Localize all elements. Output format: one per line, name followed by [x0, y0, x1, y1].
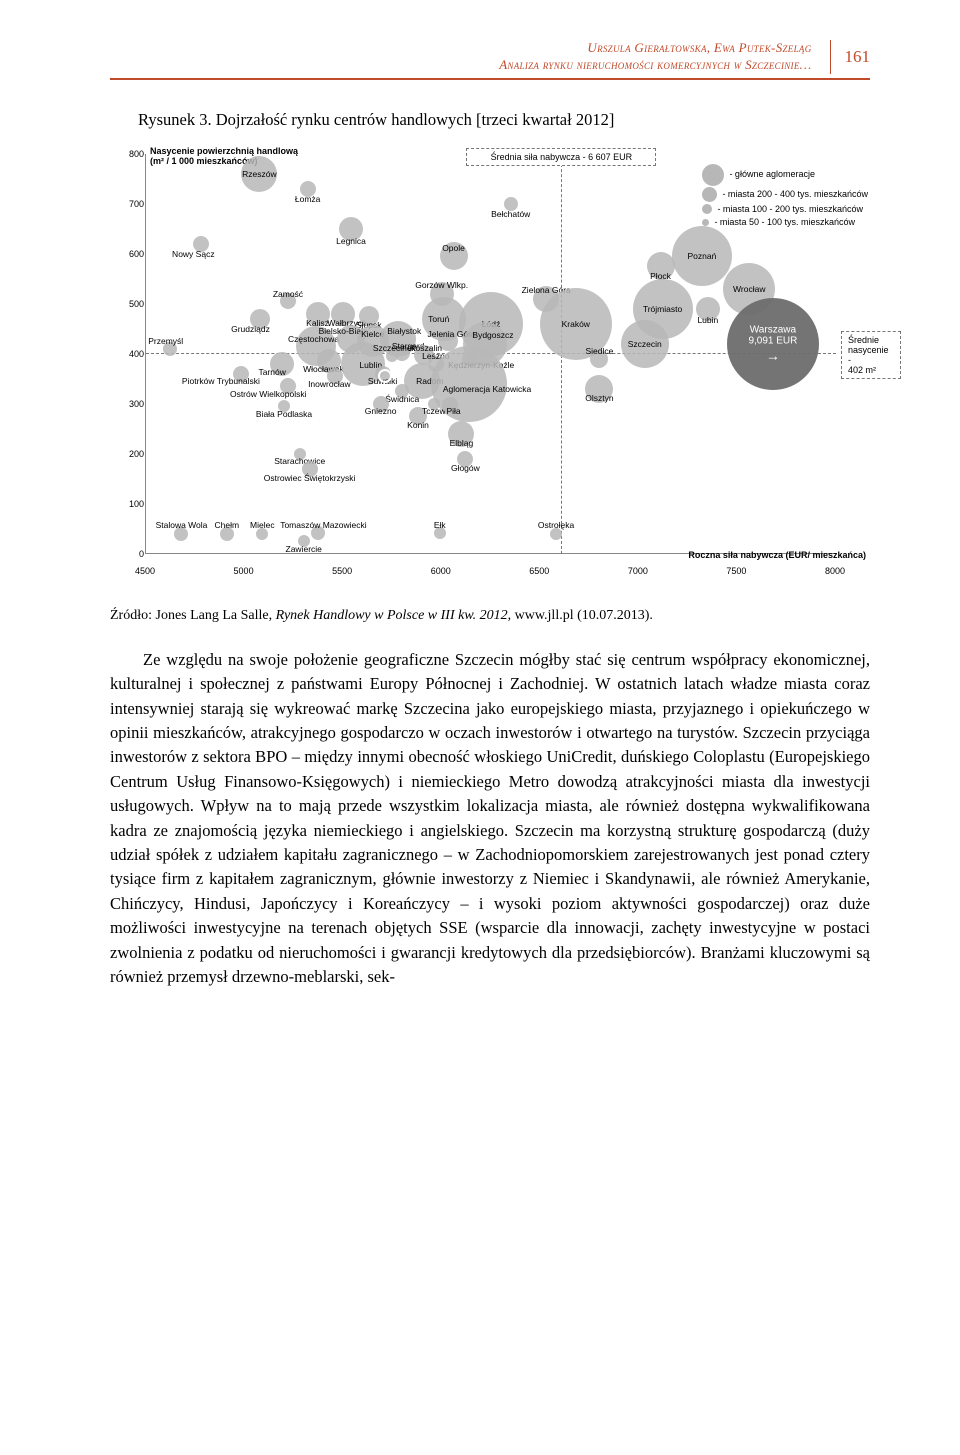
legend-label: - główne aglomeracje — [729, 168, 815, 181]
bubble--widnica — [395, 384, 409, 398]
page-number: 161 — [830, 40, 871, 74]
x-tick: 8000 — [825, 566, 845, 576]
avg-saturation-label-box: Średnienasycenie -402 m² — [841, 331, 901, 379]
bubble-aglomeracja-katowicka — [431, 346, 507, 422]
bubble-przemy-l — [163, 342, 177, 356]
bubble-s-upsk — [359, 306, 379, 326]
source-italic: Rynek Handlowy w Polsce w III kw. 2012 — [276, 608, 508, 623]
legend-bubble-icon — [702, 164, 724, 186]
bubble-ostrowiec-wi-tokrzyski — [302, 461, 318, 477]
bubble-tomasz-w-mazowiecki — [311, 526, 325, 540]
body-paragraph: Ze względu na swoje położenie geograficz… — [110, 648, 870, 990]
bubble-pozna- — [672, 226, 732, 286]
bubble-grudzi-dz — [250, 309, 270, 329]
y-tick: 700 — [116, 199, 144, 209]
header-authors: Urszula Gierałtowska, Ewa Putek-Szeląg — [110, 40, 812, 57]
legend-item: - miasta 200 - 400 tys. mieszkańców — [702, 187, 868, 202]
y-tick: 200 — [116, 449, 144, 459]
bubble-g-og-w — [457, 451, 473, 467]
bubble--om-a — [300, 181, 316, 197]
header-text: Urszula Gierałtowska, Ewa Putek-Szeląg A… — [110, 40, 812, 74]
x-axis-title: Roczna siła nabywcza (EUR/ mieszkańca) — [688, 550, 866, 560]
bubble-siedlce — [590, 350, 608, 368]
source-prefix: Źródło: Jones Lang La Salle, — [110, 608, 276, 623]
bubble-ostro-ka — [550, 528, 562, 540]
bubble-mielec — [256, 528, 268, 540]
bubble-kalisz — [306, 302, 330, 326]
bubble-opole — [440, 242, 468, 270]
bubble-be-chat-w — [504, 197, 518, 211]
bubble-e-k — [434, 527, 446, 539]
bubble-stalowa-wola — [174, 527, 188, 541]
bubble-bia-a-podlaska — [278, 400, 290, 412]
y-tick: 400 — [116, 349, 144, 359]
figure-caption: Rysunek 3. Dojrzałość rynku centrów hand… — [138, 110, 870, 130]
bubble-tczew — [428, 398, 440, 410]
avg-power-label-box: Średnia siła nabywcza - 6 607 EUR — [466, 148, 656, 166]
bubble-piotrk-w-trybunalski — [233, 366, 249, 382]
bubble-chart: Nasycenie powierzchnią handlową (m² / 1 … — [110, 144, 870, 594]
y-tick: 600 — [116, 249, 144, 259]
page-header: Urszula Gierałtowska, Ewa Putek-Szeląg A… — [110, 40, 870, 80]
x-tick: 7500 — [726, 566, 746, 576]
bubble-szczecin — [621, 320, 669, 368]
bubble-wa-brzych — [331, 302, 355, 326]
bubble-tarn-w — [270, 352, 294, 376]
y-tick: 300 — [116, 399, 144, 409]
source-suffix: , www.jll.pl (10.07.2013). — [508, 608, 653, 623]
bubble-rzesz-w — [241, 156, 277, 192]
figure-source: Źródło: Jones Lang La Salle, Rynek Handl… — [110, 608, 870, 624]
bubble-konin — [409, 407, 427, 425]
bubble-p-ock — [647, 252, 675, 280]
bubble-elbl-g — [448, 421, 474, 447]
bubble-label: Ostrów Wielkopolski — [230, 389, 307, 399]
legend-bubble-icon — [702, 204, 712, 214]
x-tick: 6000 — [431, 566, 451, 576]
bubble-legnica — [339, 217, 363, 241]
legend-item: - główne aglomeracje — [702, 164, 868, 186]
legend-label: - miasta 50 - 100 tys. mieszkańców — [714, 216, 855, 229]
bubble-nowy-s-cz — [193, 236, 209, 252]
bubble-olsztyn — [585, 375, 613, 403]
header-subtitle: Analiza rynku nieruchomości komercyjnych… — [110, 57, 812, 74]
legend-item: - miasta 50 - 100 tys. mieszkańców — [702, 216, 868, 229]
bubble-szczecinek — [386, 350, 398, 362]
legend-item: - miasta 100 - 200 tys. mieszkańców — [702, 203, 868, 216]
bubble-ostr-w-wielkopolski — [280, 378, 296, 394]
y-tick: 0 — [116, 549, 144, 559]
x-tick: 4500 — [135, 566, 155, 576]
bubble-label: Piotrków Trybunalski — [182, 376, 260, 386]
bubble-label: Nowy Sącz — [172, 249, 215, 259]
legend-label: - miasta 200 - 400 tys. mieszkańców — [722, 188, 868, 201]
x-tick: 5500 — [332, 566, 352, 576]
bubble-warszawa — [727, 298, 819, 390]
bubble-size-legend: - główne aglomeracje - miasta 200 - 400 t… — [702, 164, 868, 230]
bubble-pi-a — [442, 397, 458, 413]
legend-bubble-icon — [702, 187, 717, 202]
y-tick: 100 — [116, 499, 144, 509]
legend-bubble-icon — [702, 219, 709, 226]
bubble-zawiercie — [298, 535, 310, 547]
y-tick: 800 — [116, 149, 144, 159]
bubble-inowroc-aw — [327, 368, 343, 384]
x-tick: 7000 — [628, 566, 648, 576]
legend-label: - miasta 100 - 200 tys. mieszkańców — [717, 203, 863, 216]
x-tick: 5000 — [234, 566, 254, 576]
x-tick: 6500 — [529, 566, 549, 576]
bubble-che-m — [220, 527, 234, 541]
bubble-gniezno — [373, 396, 389, 412]
bubble-starachowice — [294, 448, 306, 460]
y-tick: 500 — [116, 299, 144, 309]
bubble-lubin — [696, 297, 720, 321]
bubble-zamo- — [280, 293, 296, 309]
highlight-circle-icon — [378, 369, 392, 383]
